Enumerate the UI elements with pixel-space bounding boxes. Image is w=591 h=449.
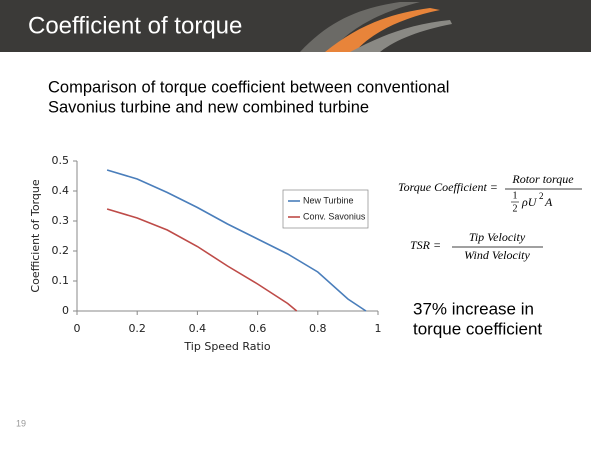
x-tick-label: 0.4 <box>189 322 207 335</box>
note-line: 37% increase in <box>413 299 534 318</box>
equation-exponent: 2 <box>539 191 544 201</box>
header-swoosh <box>350 20 452 52</box>
subtitle-line: Comparison of torque coefficient between… <box>48 78 449 96</box>
subtitle-line: Savonius turbine and new combined turbin… <box>48 98 369 116</box>
x-axis-label: Tip Speed Ratio <box>183 340 270 353</box>
series-line <box>106 208 298 312</box>
y-tick-label: 0 <box>62 304 69 317</box>
legend-box <box>282 189 369 229</box>
legend-label: New Turbine <box>303 195 354 205</box>
header-swoosh <box>325 8 440 52</box>
equation-denominator: Wind Velocity <box>464 248 530 262</box>
x-tick-label: 0.2 <box>128 322 146 335</box>
equation-numerator: Rotor torque <box>511 172 574 186</box>
header-swoosh <box>300 2 420 52</box>
legend-label: Conv. Savonius <box>303 211 366 221</box>
x-tick-label: 0.8 <box>309 322 327 335</box>
y-tick-label: 0.1 <box>52 274 70 287</box>
y-tick-label: 0.5 <box>52 154 70 167</box>
equation-numerator: Tip Velocity <box>469 230 526 244</box>
equation-lhs: Torque Coefficient = <box>398 180 498 194</box>
y-tick-label: 0.4 <box>52 184 70 197</box>
y-tick-label: 0.2 <box>52 244 70 257</box>
series-line <box>106 169 367 312</box>
equation-denominator: A <box>544 195 553 209</box>
equation-half: 1 <box>513 190 518 201</box>
x-tick-label: 0.6 <box>249 322 267 335</box>
x-tick-label: 0 <box>74 322 81 335</box>
x-tick-label: 1 <box>375 322 382 335</box>
note-line: torque coefficient <box>413 319 542 338</box>
slide-title: Coefficient of torque <box>28 12 242 39</box>
equation-lhs: TSR = <box>410 238 441 252</box>
y-axis-label: Coefficient of Torque <box>29 179 42 292</box>
equation-denominator: ρU <box>521 195 538 209</box>
y-tick-label: 0.3 <box>52 214 70 227</box>
page-number: 19 <box>16 418 26 428</box>
header-bar <box>0 0 591 52</box>
equation-half: 2 <box>513 203 518 214</box>
